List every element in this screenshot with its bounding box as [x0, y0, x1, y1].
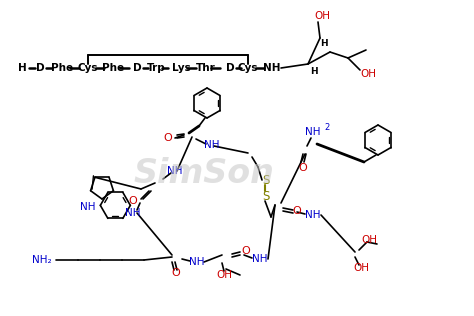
Text: Thr: Thr: [196, 63, 216, 73]
Text: NH: NH: [80, 202, 96, 212]
Text: NH: NH: [305, 127, 321, 137]
Text: Lys: Lys: [172, 63, 191, 73]
Text: SimSon: SimSon: [133, 157, 274, 190]
Text: NH: NH: [204, 140, 220, 150]
Text: NH: NH: [167, 166, 183, 176]
Text: Phe: Phe: [51, 63, 73, 73]
Text: NH: NH: [252, 254, 268, 264]
Text: 2: 2: [324, 124, 329, 132]
Text: NH: NH: [189, 257, 205, 267]
Text: OH: OH: [360, 69, 376, 79]
Text: D: D: [36, 63, 44, 73]
Text: Cys: Cys: [238, 63, 258, 73]
Text: OH: OH: [353, 263, 369, 273]
Text: D: D: [226, 63, 234, 73]
Text: OH: OH: [216, 270, 232, 280]
Text: NH₂: NH₂: [32, 255, 52, 265]
Text: H: H: [310, 68, 318, 76]
Text: O: O: [299, 163, 307, 173]
Text: O: O: [172, 268, 181, 278]
Text: H: H: [18, 63, 27, 73]
Text: S: S: [262, 190, 270, 203]
Text: Phe: Phe: [102, 63, 124, 73]
Text: NH: NH: [125, 208, 141, 218]
Text: O: O: [292, 206, 301, 216]
Text: NH: NH: [305, 210, 321, 220]
Text: O: O: [242, 246, 250, 256]
Text: Trp: Trp: [146, 63, 165, 73]
Text: NH: NH: [263, 63, 281, 73]
Text: O: O: [164, 133, 173, 143]
Text: Cys: Cys: [78, 63, 98, 73]
Text: S: S: [262, 173, 270, 186]
Text: OH: OH: [361, 235, 377, 245]
Text: O: O: [128, 196, 137, 206]
Text: D: D: [133, 63, 141, 73]
Text: OH: OH: [314, 11, 330, 21]
Text: H: H: [320, 40, 328, 48]
